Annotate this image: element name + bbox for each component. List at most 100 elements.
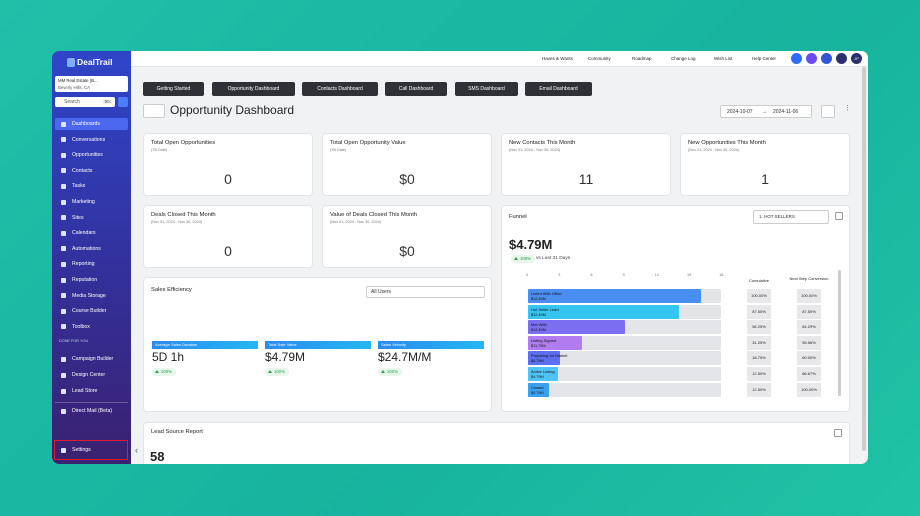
settings-icon[interactable] xyxy=(835,212,843,220)
dashboard-tab[interactable]: Opportunity Dashboard xyxy=(212,82,295,96)
axis-tick: 18 xyxy=(719,273,724,277)
more-menu[interactable]: ⋮ xyxy=(844,105,851,112)
card-value: 0 xyxy=(224,243,232,259)
nav-item[interactable]: Dashboards xyxy=(55,118,128,130)
pipeline-select[interactable]: 1. HOT SELLERS xyxy=(753,210,829,224)
nav-item[interactable]: Settings xyxy=(55,444,128,456)
card-subtitle: (Till Date) xyxy=(151,148,168,152)
edit-button[interactable] xyxy=(821,105,835,118)
sidebar: DealTrail MM Real Estate (B... Beverly H… xyxy=(52,51,131,464)
conversion-cell: 60.00% xyxy=(797,351,821,366)
nav-label: Reporting xyxy=(72,261,95,268)
stat-card: New Opportunities This Month (Nov 01, 202… xyxy=(680,133,850,196)
stage-bar xyxy=(528,320,625,335)
up-arrow xyxy=(155,370,159,373)
nav-item[interactable]: Reporting xyxy=(55,258,128,270)
column-header: Next Step Conversion xyxy=(789,276,829,281)
search-placeholder: Search xyxy=(64,99,80,105)
lead-source-card: Lead Source Report 58 xyxy=(143,422,850,464)
nav-item[interactable]: Toolbox xyxy=(55,321,128,333)
metric-label: Average Sales Duration xyxy=(152,341,258,349)
stage-bar xyxy=(528,304,679,319)
stage-name: Preparing for Market xyxy=(531,353,568,359)
date-range[interactable]: 2024-10-07 → 2024-11-06 xyxy=(720,105,812,118)
nav-label: Dashboards xyxy=(72,121,100,127)
nav-item[interactable]: Contacts xyxy=(55,165,128,177)
top-link[interactable]: Wish List xyxy=(714,56,733,61)
nav-label: Direct Mail (Beta) xyxy=(72,408,113,414)
card-title: Total Open Opportunities xyxy=(151,140,216,146)
nav-item[interactable]: Opportunities xyxy=(55,149,128,161)
nav-label: Tasks xyxy=(72,183,86,190)
change-badge: 100% xyxy=(511,255,535,263)
top-link[interactable]: Haves & Wants xyxy=(542,56,573,61)
date-to: 2024-11-06 xyxy=(773,109,799,115)
user-filter[interactable]: All Users xyxy=(366,286,485,298)
bar-track xyxy=(528,367,721,381)
top-link[interactable]: Help Center xyxy=(752,56,777,61)
card-subtitle: (Nov 01, 2024 - Nov 30, 2024) xyxy=(330,220,382,224)
axis-tick: 0 xyxy=(526,273,529,277)
app-window: DealTrail MM Real Estate (B... Beverly H… xyxy=(52,51,868,464)
card-value: 0 xyxy=(224,171,232,187)
stage-name: Hot Seller Lead xyxy=(531,306,559,312)
nav-item[interactable]: Calendars xyxy=(55,227,128,239)
nav-label: Lead Store xyxy=(72,388,98,394)
conversion-cell: 55.56% xyxy=(797,335,821,350)
nav-icon xyxy=(61,230,66,236)
nav-item[interactable]: Direct Mail (Beta) xyxy=(55,405,128,417)
nav-icon xyxy=(61,293,66,299)
nav-item[interactable]: Marketing xyxy=(55,196,128,208)
nav-item[interactable]: Reputation xyxy=(55,274,128,286)
top-icon[interactable] xyxy=(791,53,802,64)
account-switcher[interactable]: MM Real Estate (B... Beverly Hills, CA xyxy=(55,76,128,92)
top-icon[interactable] xyxy=(821,53,832,64)
funnel-total: $4.79M xyxy=(509,237,553,252)
dashboard-tab[interactable]: Getting Started xyxy=(143,82,204,96)
nav-label: Design Center xyxy=(72,372,106,378)
card-value: $0 xyxy=(399,171,415,187)
nav-item[interactable]: Tasks xyxy=(55,180,128,192)
nav-item[interactable]: Design Center xyxy=(55,369,128,381)
top-link[interactable]: Community xyxy=(588,56,611,61)
nav-item[interactable]: Campaign Builder xyxy=(55,353,128,365)
view-switcher[interactable] xyxy=(143,104,165,118)
nav-icon xyxy=(61,168,66,174)
stage-name: Active Listing xyxy=(531,369,555,374)
nav-item[interactable]: Lead Store xyxy=(55,385,128,397)
dashboard-tab[interactable]: SMS Dashboard xyxy=(455,82,518,96)
quick-action-button[interactable] xyxy=(118,97,128,107)
nav-item[interactable]: Media Storage xyxy=(55,290,128,302)
collapse-sidebar[interactable]: ‹ xyxy=(135,445,138,455)
card-title: New Contacts This Month xyxy=(509,140,576,146)
nav-item[interactable]: Sites xyxy=(55,212,128,224)
page-title: Opportunity Dashboard xyxy=(170,103,295,117)
nav-item[interactable]: Conversations xyxy=(55,134,128,146)
nav-item[interactable]: Course Builder xyxy=(55,305,128,317)
date-separator: → xyxy=(762,108,768,115)
search-box[interactable]: Search ⌘K xyxy=(55,97,115,107)
nav-label: Media Storage xyxy=(72,292,106,299)
stage-bar xyxy=(528,335,582,350)
up-arrow xyxy=(268,370,272,373)
nav-label: Toolbox xyxy=(72,323,90,330)
avatar[interactable]: JP xyxy=(851,53,862,64)
nav-label: Course Builder xyxy=(72,308,107,315)
top-link[interactable]: Change Log xyxy=(671,56,696,61)
funnel-card: Funnel 1. HOT SELLERS $4.79M 100% vs Last 31… xyxy=(501,205,850,412)
card-value: 11 xyxy=(578,171,594,187)
metric-label: Total Sale Value xyxy=(265,341,371,349)
top-icon[interactable] xyxy=(806,53,817,64)
top-link[interactable]: Roadmap xyxy=(632,56,652,61)
nav-item[interactable]: Automations xyxy=(55,243,128,255)
dashboard-tab[interactable]: Email Dashboard xyxy=(525,82,592,96)
dashboard-tab[interactable]: Call Dashboard xyxy=(385,82,447,96)
top-icon[interactable] xyxy=(836,53,847,64)
stage-bar xyxy=(528,382,549,397)
account-name: MM Real Estate (B... xyxy=(58,78,98,83)
top-bar xyxy=(131,51,868,67)
dashboard-tab[interactable]: Contacts Dashboard xyxy=(302,82,378,96)
cumulative-cell: 100.00% xyxy=(747,289,771,303)
axis-tick: 6 xyxy=(590,273,593,277)
settings-icon[interactable] xyxy=(834,429,842,437)
